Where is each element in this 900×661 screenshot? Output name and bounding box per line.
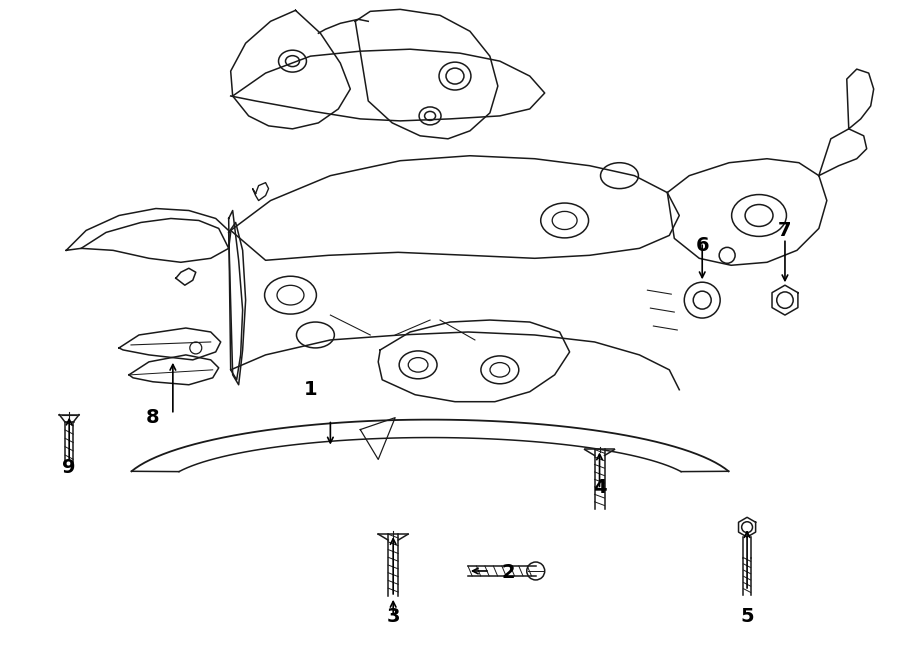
Text: 7: 7 [778, 221, 792, 240]
Text: 2: 2 [501, 563, 515, 582]
Text: 6: 6 [696, 236, 709, 255]
Text: 9: 9 [62, 458, 76, 477]
Text: 1: 1 [303, 380, 317, 399]
Text: 5: 5 [741, 607, 754, 626]
Text: 4: 4 [593, 478, 607, 497]
Text: 8: 8 [146, 408, 159, 427]
Text: 3: 3 [386, 607, 400, 626]
